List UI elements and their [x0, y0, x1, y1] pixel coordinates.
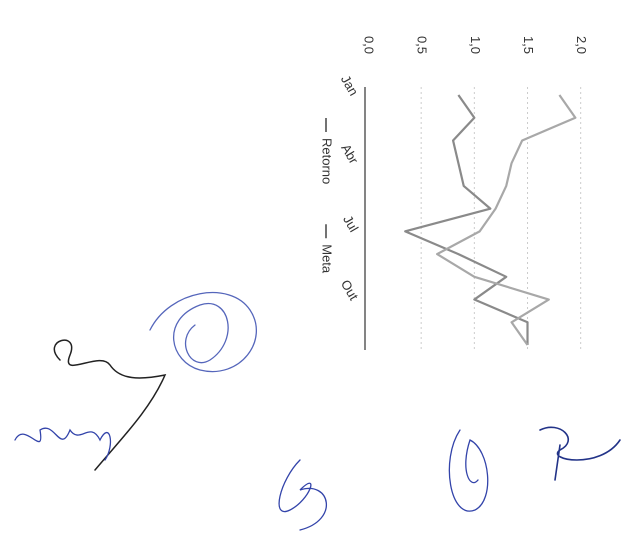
- legend-label: Meta: [320, 244, 335, 274]
- y-tick-label: 0,5: [415, 36, 430, 54]
- y-tick-label: 2,0: [574, 36, 589, 54]
- x-tick-label: Out: [338, 277, 362, 303]
- series-line: [436, 94, 577, 346]
- y-tick-label: 1,5: [521, 36, 536, 54]
- legend-label: Retorno: [320, 138, 335, 184]
- x-tick-label: Abr: [338, 141, 361, 167]
- x-tick-label: Jan: [338, 73, 361, 99]
- signatures: [14, 291, 621, 531]
- chart: 0,0 0,5 1,0 1,5 2,0 Jan Abr Jul Out Retorno Meta: [320, 36, 589, 350]
- x-tick-label: Jul: [340, 213, 361, 235]
- series-line: [404, 94, 529, 345]
- y-tick-label: 1,0: [468, 36, 483, 54]
- y-tick-label: 0,0: [362, 36, 377, 54]
